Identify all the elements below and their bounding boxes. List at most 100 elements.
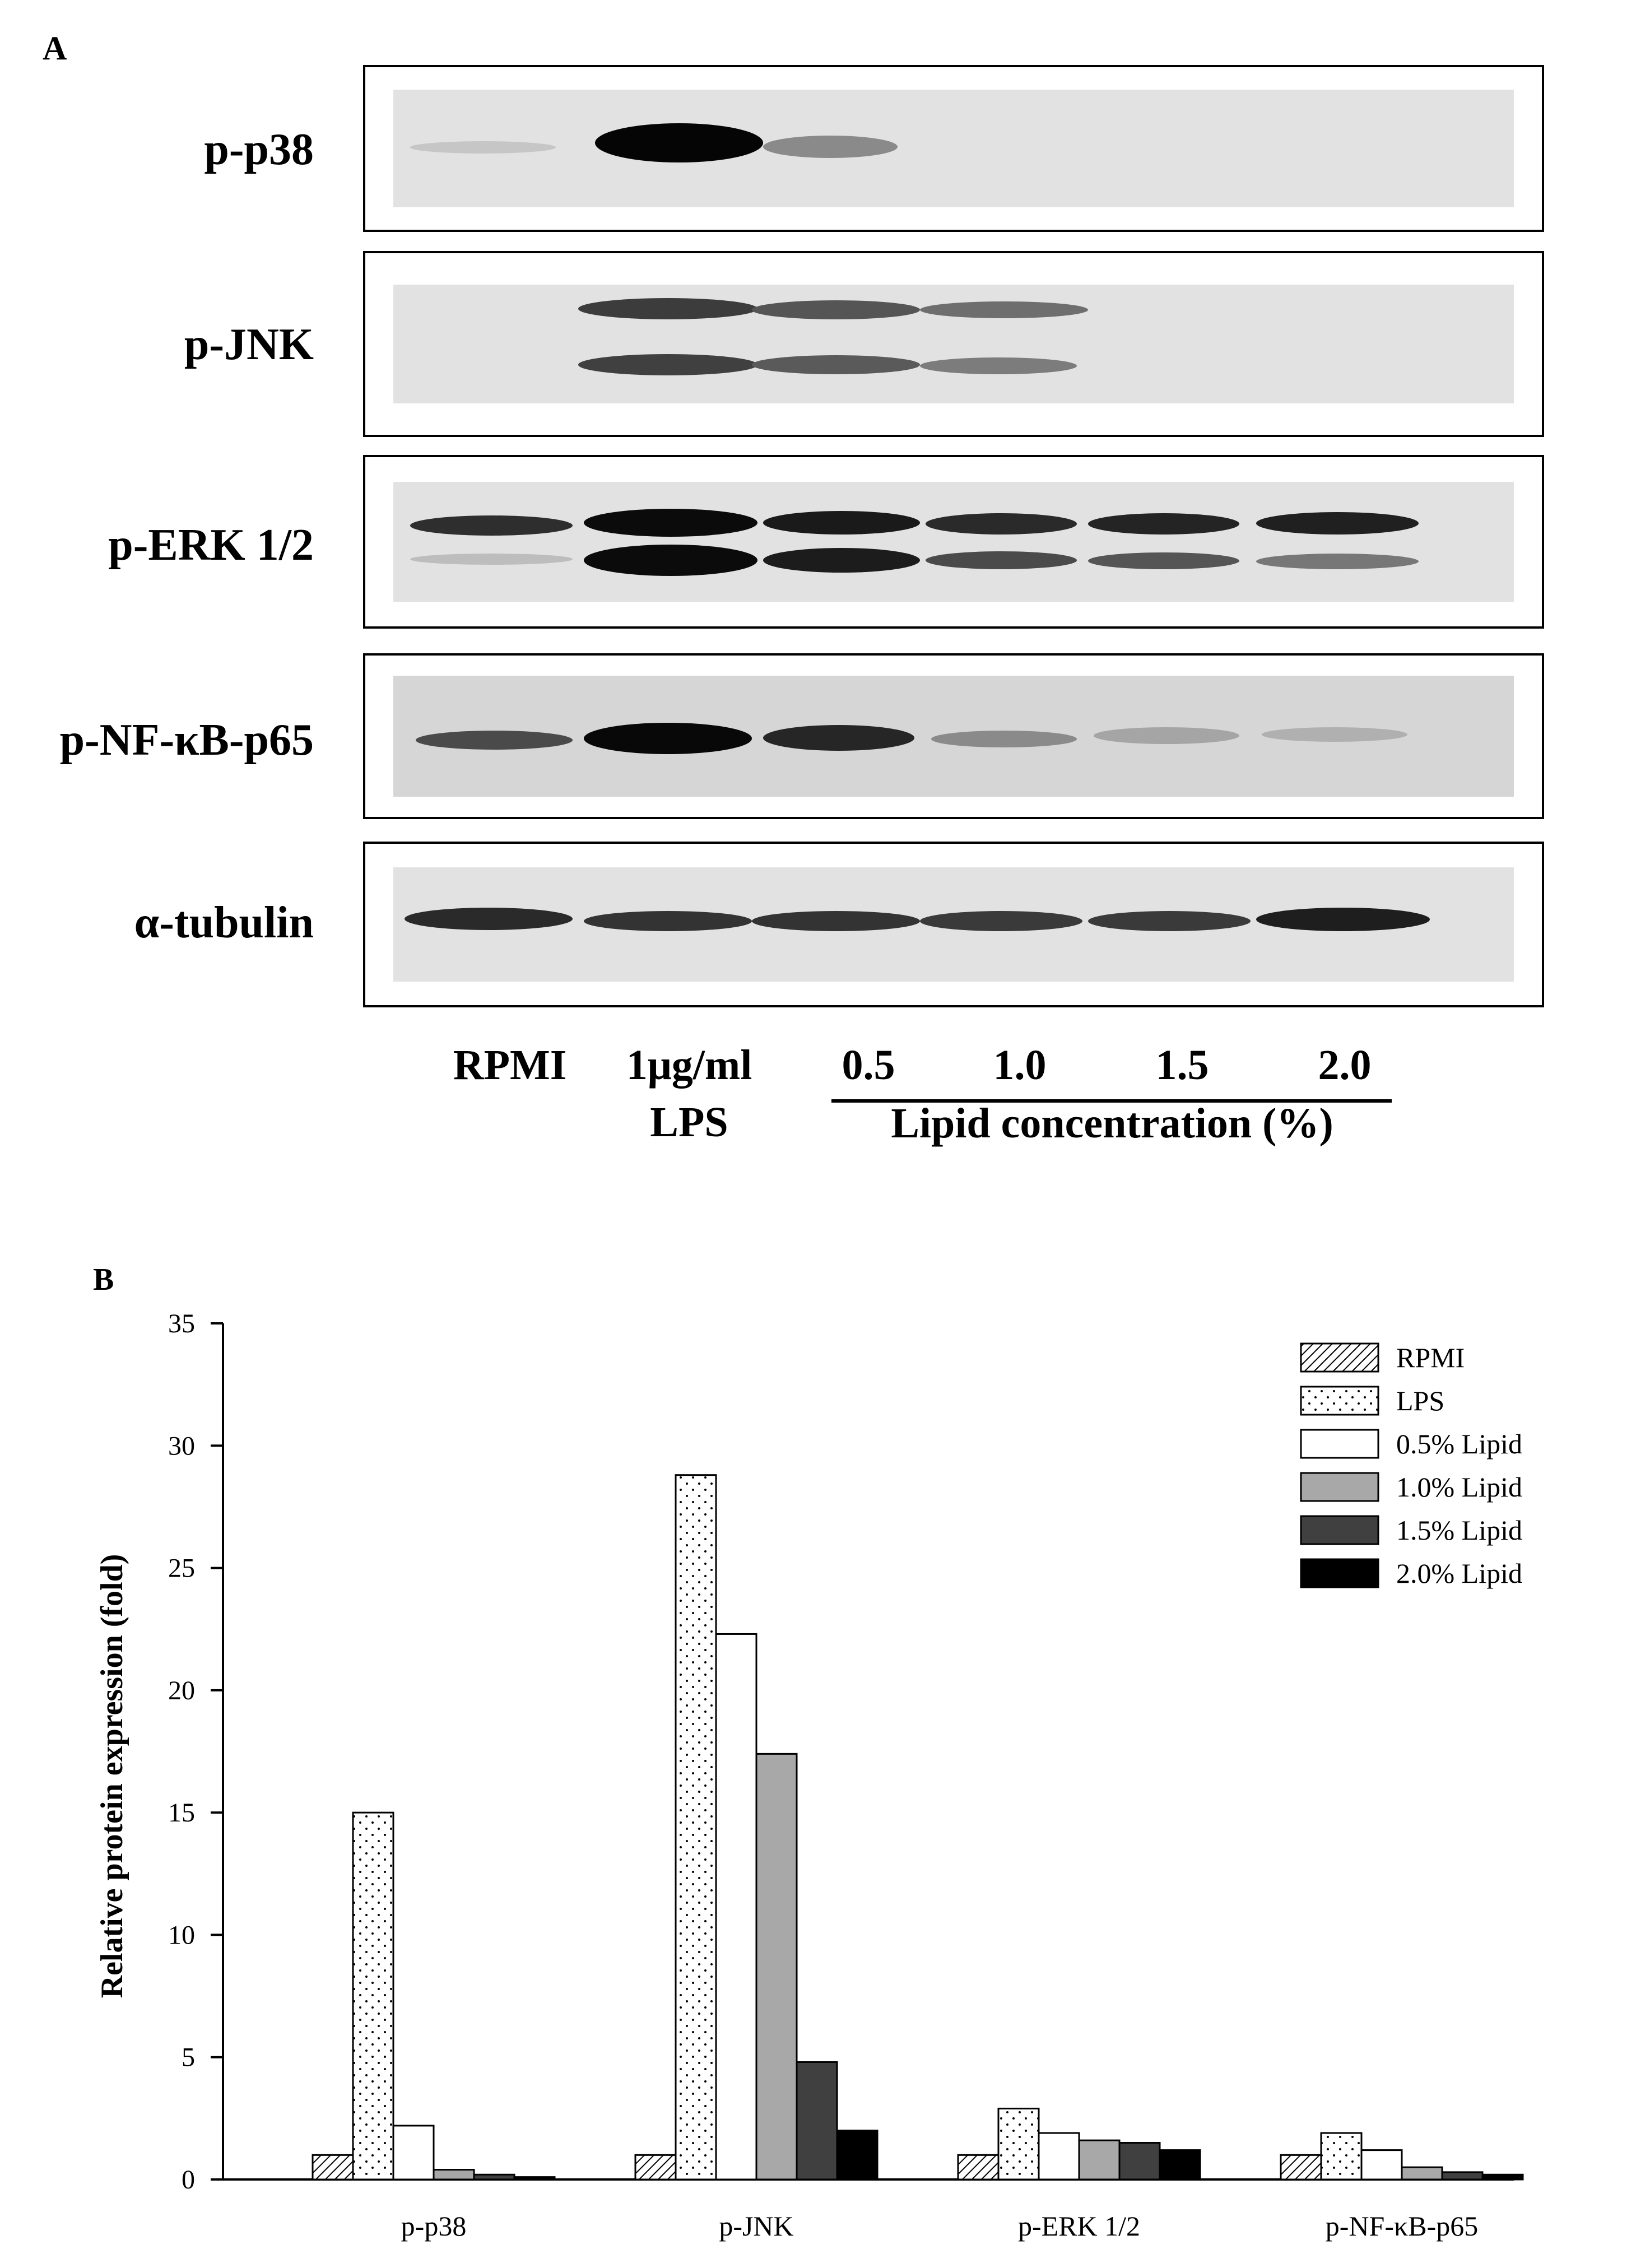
bar: [1401, 2166, 1443, 2181]
band: [763, 725, 914, 751]
bar: [715, 1633, 757, 2181]
bar: [1038, 2132, 1080, 2181]
y-tick-label: 30: [168, 1431, 195, 1461]
band: [752, 911, 920, 931]
legend-label: 0.5% Lipid: [1396, 1428, 1522, 1460]
lipid-bracket-line: [831, 1099, 1392, 1103]
legend-swatch: [1300, 1386, 1379, 1416]
band: [416, 731, 573, 750]
band: [752, 355, 920, 374]
y-tick-label: 25: [168, 1554, 195, 1583]
band: [410, 515, 573, 536]
lane-label-lps: LPS: [650, 1099, 728, 1146]
bar: [1481, 2173, 1524, 2181]
lane-label-rpmi: RPMI: [453, 1042, 567, 1089]
bar: [1360, 2149, 1403, 2181]
lane-label-conc-1-0: 1.0: [993, 1042, 1047, 1089]
band: [1256, 554, 1419, 569]
legend-swatch: [1300, 1342, 1379, 1373]
blot-p-nfkb: [363, 653, 1544, 819]
blot-membrane: [393, 90, 1514, 207]
bar-chart: 0 5 10 15 20 25 30 35 p-p38 p-JNK p-ERK 1/2 p-NF-κ…: [95, 1309, 1524, 2242]
y-tick-label: 35: [168, 1309, 195, 1339]
blot-label-p-erk: p-ERK 1/2: [108, 520, 314, 570]
blot-label-tubulin: α-tubulin: [134, 898, 314, 947]
band: [1094, 727, 1239, 744]
band: [1262, 727, 1407, 742]
bar: [796, 2061, 838, 2181]
y-tick-label: 20: [168, 1676, 195, 1705]
legend-label: 1.0% Lipid: [1396, 1471, 1522, 1503]
bar: [634, 2154, 677, 2181]
blot-label-p-jnk: p-JNK: [184, 320, 314, 369]
band: [1256, 512, 1419, 535]
blot-tubulin: [363, 842, 1544, 1007]
band: [763, 511, 920, 535]
legend-swatch: [1300, 1515, 1379, 1545]
x-tick-label: p-ERK 1/2: [1018, 2210, 1140, 2242]
y-tick-label: 15: [168, 1798, 195, 1828]
band: [931, 731, 1077, 747]
band: [926, 513, 1077, 535]
lane-label-lps-dose: 1μg/ml: [626, 1042, 752, 1089]
panel-b-letter: B: [93, 1262, 114, 1297]
band: [920, 357, 1077, 374]
blot-label-p-nfkb: p-NF-κB-p65: [59, 715, 314, 765]
blot-membrane: [393, 867, 1514, 982]
lane-label-conc-0-5: 0.5: [842, 1042, 895, 1089]
band: [1256, 908, 1430, 931]
band: [410, 141, 556, 154]
legend-label: RPMI: [1396, 1342, 1465, 1373]
legend-label: 1.5% Lipid: [1396, 1514, 1522, 1546]
blot-membrane: [393, 285, 1514, 403]
band: [763, 136, 898, 158]
legend-swatch: [1300, 1429, 1379, 1459]
band: [405, 908, 573, 930]
band: [584, 545, 757, 576]
blot-label-p-p38: p-p38: [204, 125, 314, 174]
y-tick-label: 5: [182, 2043, 195, 2072]
bar: [957, 2154, 1000, 2181]
bar: [433, 2169, 475, 2181]
band: [920, 911, 1082, 931]
lane-label-conc-1-5: 1.5: [1155, 1042, 1209, 1089]
band: [752, 300, 920, 319]
legend-swatch: [1300, 1558, 1379, 1588]
band: [763, 548, 920, 573]
band: [1088, 513, 1239, 535]
bar: [1441, 2171, 1484, 2181]
y-tick-label: 10: [168, 1920, 195, 1950]
bar: [755, 1753, 798, 2181]
band: [584, 509, 757, 537]
blot-membrane: [393, 482, 1514, 602]
blot-membrane: [393, 676, 1514, 797]
bar: [312, 2154, 354, 2181]
bar: [1078, 2139, 1121, 2181]
band: [584, 723, 752, 754]
bar: [1159, 2149, 1201, 2181]
band: [595, 123, 763, 162]
y-axis-label: Relative protein expression (fold): [95, 1554, 129, 1999]
panel-a-letter: A: [43, 30, 67, 67]
bar: [997, 2107, 1040, 2181]
band: [578, 354, 757, 375]
bar: [1118, 2142, 1161, 2181]
band: [1088, 911, 1251, 931]
lipid-concentration-caption: Lipid concentration (%): [891, 1100, 1333, 1147]
x-tick-label: p-JNK: [719, 2210, 793, 2242]
bar: [352, 1811, 394, 2181]
band: [1088, 552, 1239, 569]
band: [578, 298, 757, 319]
bar: [836, 2130, 879, 2181]
band: [926, 551, 1077, 569]
blot-p-p38: [363, 65, 1544, 232]
y-tick-label: 0: [182, 2165, 195, 2195]
blot-p-erk: [363, 455, 1544, 629]
x-tick-label: p-p38: [401, 2210, 467, 2242]
bar: [392, 2125, 435, 2181]
x-tick-label: p-NF-κB-p65: [1326, 2210, 1478, 2242]
band: [920, 301, 1088, 318]
bar: [513, 2176, 556, 2181]
legend-label: 2.0% Lipid: [1396, 1558, 1522, 1589]
bar: [1320, 2132, 1363, 2181]
